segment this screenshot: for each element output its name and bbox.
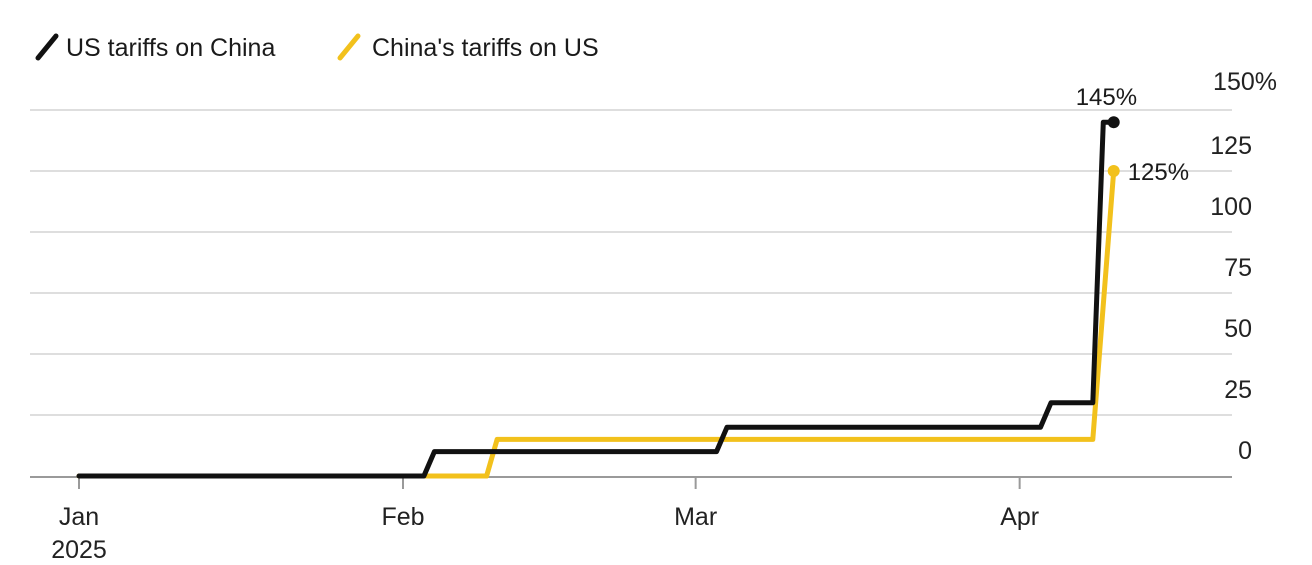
legend-label-us: US tariffs on China: [66, 34, 275, 62]
x-tick-label-mar: Mar: [674, 503, 717, 531]
end-label-1: 125%: [1128, 159, 1189, 186]
x-tick-label-jan: Jan: [59, 503, 99, 531]
y-axis-ticks: 0 25 50 75 100 125 150%: [1210, 68, 1277, 465]
x-tick-label-apr: Apr: [1000, 503, 1039, 531]
end-marker-1: [1107, 165, 1120, 177]
series-line-0: [76, 119, 1117, 479]
x-axis: Jan 2025 Feb Mar Apr: [30, 476, 1232, 564]
y-tick-label-125: 125: [1210, 132, 1252, 160]
y-tick-label-50: 50: [1224, 315, 1252, 343]
legend: US tariffs on China China's tariffs on U…: [35, 33, 599, 62]
legend-swatch-china: [337, 33, 361, 61]
x-tick-label-feb: Feb: [381, 503, 424, 531]
y-tick-label-150: 150%: [1213, 68, 1277, 96]
gridlines: [30, 109, 1232, 416]
y-tick-label-25: 25: [1224, 376, 1252, 404]
x-tick-sublabel-jan: 2025: [51, 536, 107, 564]
y-tick-label-100: 100: [1210, 193, 1252, 221]
series-lines: [76, 119, 1117, 479]
end-markers: 145% 125%: [1076, 84, 1189, 186]
legend-swatch-us: [35, 33, 59, 61]
y-tick-label-0: 0: [1238, 437, 1252, 465]
end-label-0: 145%: [1076, 84, 1137, 111]
end-marker-0: [1107, 116, 1120, 129]
y-tick-label-75: 75: [1224, 254, 1252, 282]
legend-label-china: China's tariffs on US: [372, 34, 599, 62]
series-line-1: [76, 168, 1117, 479]
